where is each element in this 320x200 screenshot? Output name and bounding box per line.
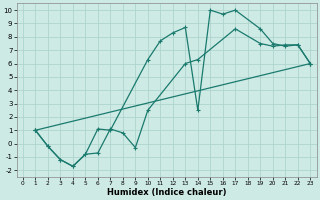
X-axis label: Humidex (Indice chaleur): Humidex (Indice chaleur) bbox=[107, 188, 226, 197]
